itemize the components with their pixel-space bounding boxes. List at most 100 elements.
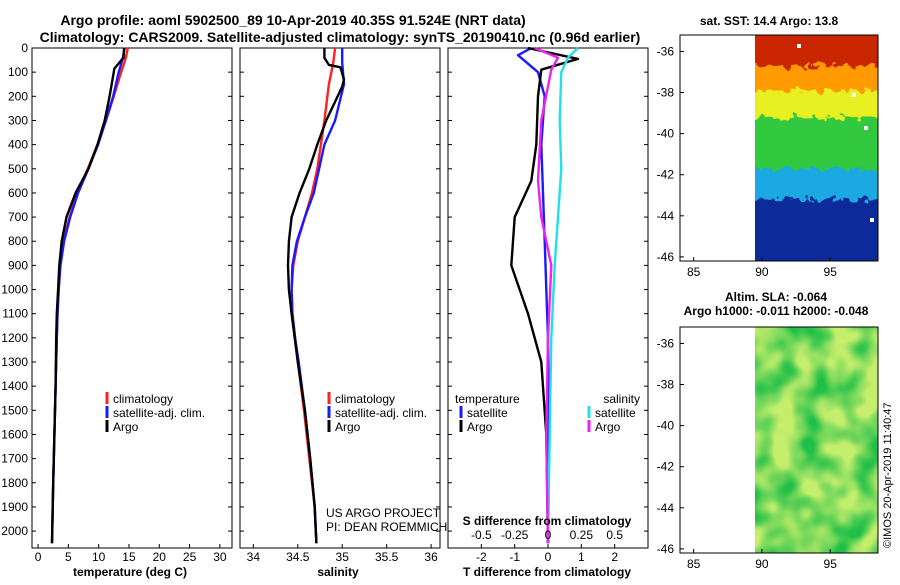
s-diff-tick-label: -0.25: [501, 528, 529, 542]
legend-title-temperature: temperature: [455, 392, 520, 406]
legend-label-s-satellite: satellite: [595, 406, 636, 420]
credit-stamp: ©IMOS 20-Apr-2019 11:40:47: [882, 403, 894, 548]
lat-tick-label: -42: [657, 168, 675, 182]
sla-map-lat-axis: -36 -38 -40 -42 -44 -46: [657, 336, 684, 556]
lon-tick-label: 90: [755, 557, 769, 571]
series-line-temperature-satellite: [516, 46, 550, 544]
depth-tick-label: 1300: [1, 355, 28, 369]
x-tick-label: 2: [611, 550, 618, 564]
depth-tick-label: 1900: [1, 500, 28, 514]
x-tick-label: 35: [336, 550, 350, 564]
legend-label-argo: Argo: [113, 420, 139, 434]
title-line-2: Climatology: CARS2009. Satellite-adjuste…: [40, 29, 641, 45]
lat-tick-label: -40: [657, 419, 675, 433]
depth-tick-label: 100: [8, 65, 28, 79]
sst-band: [755, 199, 878, 261]
sst-cloud-mask: [852, 93, 856, 97]
s-difference-x-label: S difference from climatology: [463, 514, 632, 528]
legend-label-argo: Argo: [335, 420, 361, 434]
temperature-x-label: temperature (deg C): [73, 565, 187, 579]
sst-map-frame: [679, 34, 879, 262]
lat-tick-label: -42: [657, 460, 675, 474]
legend-label-t-argo: Argo: [467, 420, 493, 434]
sst-map-title: sat. SST: 14.4 Argo: 13.8: [700, 14, 839, 28]
series-line-argo: [50, 47, 126, 544]
sst-cloud-mask: [797, 44, 801, 48]
x-tick-label: 5: [65, 550, 72, 564]
depth-tick-label: 2000: [1, 524, 28, 538]
depth-axis: 0 100 200 300 400 500 600 700 800 900 1000 1100 1200…: [1, 41, 648, 538]
legend-label-t-satellite: satellite: [467, 406, 508, 420]
lat-tick-label: -38: [657, 378, 675, 392]
sla-map-frame: [679, 326, 879, 554]
lon-tick-label: 90: [755, 265, 769, 279]
x-tick-label: 34.5: [286, 550, 310, 564]
depth-tick-label: 1800: [1, 476, 28, 490]
t-difference-x-axis: -2 -1 0 1 2: [476, 544, 618, 564]
depth-tick-label: 0: [21, 41, 28, 55]
temperature-x-axis: 0 5 10 15 20 25 30: [35, 544, 227, 564]
salinity-panel: 34 34.5 35 35.5 36 salinity climatology sate…: [239, 47, 447, 579]
salinity-legend: climatology satellite-adj. clim. Argo: [327, 392, 427, 434]
s-diff-tick-label: 0: [545, 528, 552, 542]
temperature-legend: climatology satellite-adj. clim. Argo: [105, 392, 205, 434]
lat-tick-label: -38: [657, 86, 675, 100]
depth-tick-label: 900: [8, 258, 28, 272]
legend-label-climatology: climatology: [113, 392, 173, 406]
series-line-salinity-argo: [534, 46, 560, 544]
x-tick-label: -1: [509, 550, 520, 564]
depth-tick-label: 600: [8, 186, 28, 200]
salinity-x-axis: 34 34.5 35 35.5 36: [247, 544, 438, 564]
x-tick-label: 10: [92, 550, 106, 564]
depth-tick-label: 700: [8, 210, 28, 224]
project-annotation: US ARGO PROJECT: [326, 506, 441, 520]
depth-tick-label: 1000: [1, 283, 28, 297]
depth-tick-label: 1700: [1, 452, 28, 466]
sst-cloud-mask: [864, 126, 868, 130]
lon-tick-label: 85: [687, 557, 701, 571]
x-tick-label: 34: [247, 550, 261, 564]
depth-tick-label: 300: [8, 113, 28, 127]
depth-tick-label: 400: [8, 138, 28, 152]
difference-panel: -2 -1 0 1 2 T difference from climatology S …: [447, 46, 649, 579]
depth-tick-label: 500: [8, 162, 28, 176]
temperature-series: [50, 47, 129, 544]
legend-label-s-argo: Argo: [595, 420, 621, 434]
temperature-panel: 0100200300400500600700800900100011001200…: [1, 41, 648, 579]
s-diff-tick-label: -0.5: [471, 528, 492, 542]
x-tick-label: 15: [122, 550, 136, 564]
legend-label-satellite: satellite-adj. clim.: [335, 406, 427, 420]
s-diff-tick-label: 0.25: [570, 528, 594, 542]
sla-map-title: Altim. SLA: -0.064: [725, 290, 827, 304]
lon-tick-label: 85: [687, 265, 701, 279]
sst-map-lon-axis: 85 90 95: [687, 257, 837, 279]
sst-bands: [755, 35, 878, 261]
s-diff-tick-label: 0.5: [606, 528, 623, 542]
lat-tick-label: -36: [657, 44, 675, 58]
series-line-climatology: [290, 47, 337, 544]
lat-tick-label: -46: [657, 542, 675, 556]
x-tick-label: 0: [35, 550, 42, 564]
sst-cloud-mask: [870, 218, 874, 222]
depth-tick-label: 1200: [1, 331, 28, 345]
lon-tick-label: 95: [824, 265, 838, 279]
series-line-salinity-satellite: [546, 47, 579, 544]
depth-tick-label: 200: [8, 89, 28, 103]
lat-tick-label: -44: [657, 209, 675, 223]
lat-tick-label: -36: [657, 336, 675, 350]
x-tick-label: 25: [183, 550, 197, 564]
title-line-1: Argo profile: aoml 5902500_89 10-Apr-201…: [60, 12, 525, 28]
lat-tick-label: -46: [657, 250, 675, 264]
depth-tick-label: 1600: [1, 427, 28, 441]
x-tick-label: -2: [476, 550, 487, 564]
sla-map-panel: Altim. SLA: -0.064 Argo h1000: -0.011 h2…: [657, 290, 879, 571]
depth-tick-label: 800: [8, 234, 28, 248]
x-tick-label: 0: [545, 550, 552, 564]
salinity-x-label: salinity: [317, 565, 359, 579]
lon-tick-label: 95: [824, 557, 838, 571]
lat-tick-label: -40: [657, 127, 675, 141]
series-line-satellite-adj-clim-: [290, 48, 346, 544]
x-tick-label: 20: [153, 550, 167, 564]
difference-series: [510, 46, 580, 544]
